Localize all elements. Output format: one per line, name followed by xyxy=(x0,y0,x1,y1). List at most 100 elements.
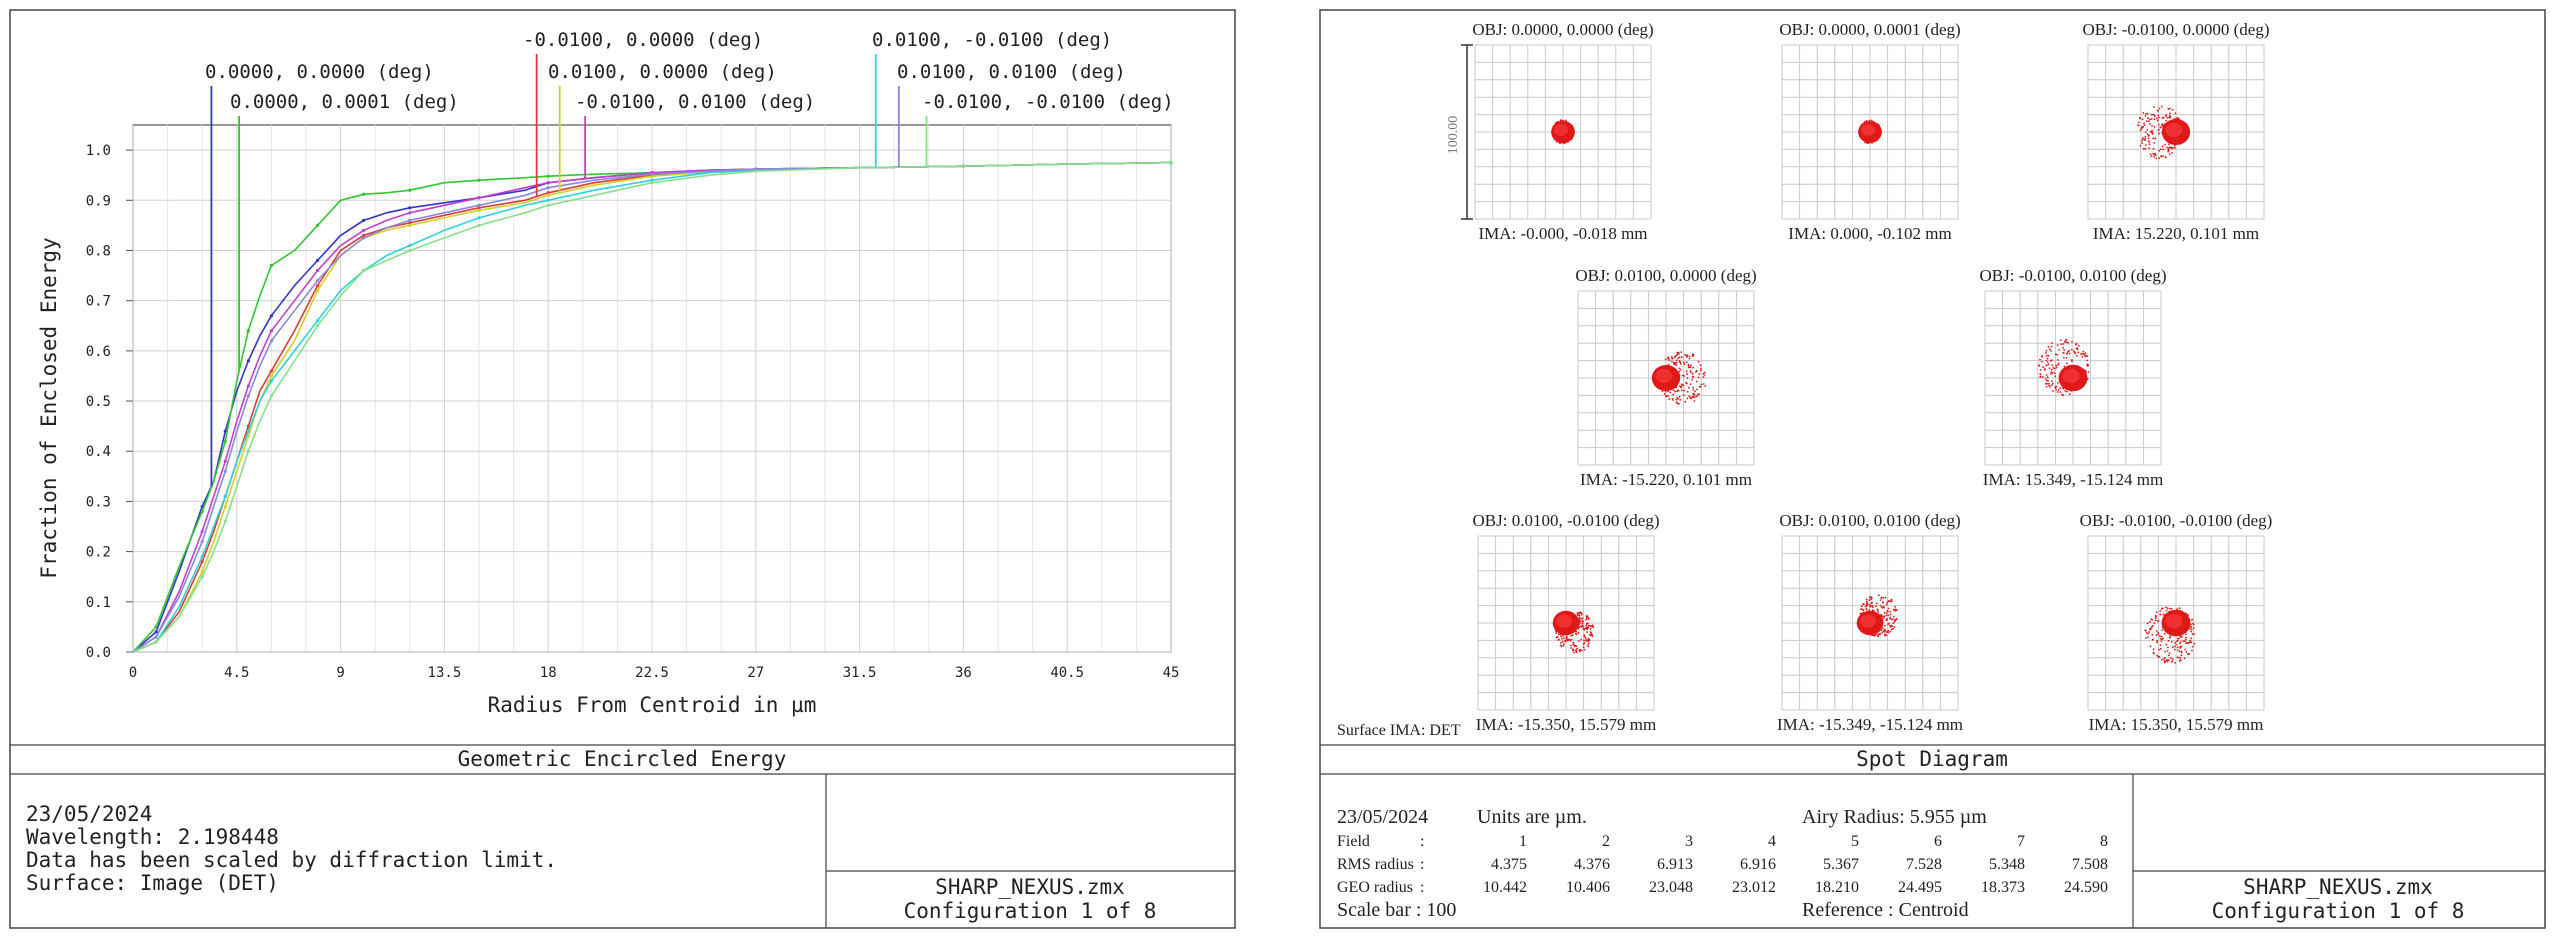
spot-ray-point xyxy=(1586,626,1589,629)
spot-ray-point xyxy=(2049,359,2052,362)
spot-ray-point xyxy=(1581,617,1584,619)
spot-ray-point xyxy=(1587,624,1590,627)
spot-ray-point xyxy=(1699,369,1702,372)
spot-ray-point xyxy=(2045,364,2048,367)
spot-ray-point xyxy=(2142,147,2145,150)
spot-ray-point xyxy=(1688,357,1691,360)
spot-ray-point xyxy=(1589,627,1592,630)
series-point xyxy=(246,329,250,333)
spot-ray-point xyxy=(1665,395,1667,398)
spot-ray-point xyxy=(2075,343,2077,346)
spot-ray-point xyxy=(2046,382,2048,385)
spot-ray-point xyxy=(2190,626,2193,629)
spot-ray-point xyxy=(2137,124,2139,127)
spot-ray-point xyxy=(2145,120,2148,123)
spot-ray-point xyxy=(2174,112,2177,115)
spot-ray-point xyxy=(2164,115,2167,118)
spot-ray-point xyxy=(2170,607,2173,610)
y-tick-label: 0.7 xyxy=(86,294,111,310)
spot-ray-point xyxy=(2161,105,2163,108)
spot-ray-point xyxy=(2059,391,2062,393)
spot-ray-point xyxy=(1680,386,1683,388)
x-tick-label: 36 xyxy=(955,665,972,681)
spot-ray-point xyxy=(2077,344,2080,347)
spot-ray-point xyxy=(1869,606,1871,608)
y-tick-label: 0.2 xyxy=(86,545,111,561)
spot-ray-point xyxy=(1892,622,1895,625)
series-point xyxy=(362,268,366,273)
spot-ray-point xyxy=(2141,118,2144,121)
spot-ray-point xyxy=(2189,639,2192,642)
spot-ray-point xyxy=(2167,646,2169,649)
spot-ray-point xyxy=(2063,357,2065,359)
spot-ray-point xyxy=(2184,640,2186,643)
spot-ray-point xyxy=(1682,361,1685,364)
spot-ray-point xyxy=(2157,129,2160,132)
series-line-8 xyxy=(132,161,1172,653)
spot-ray-point xyxy=(2082,350,2085,353)
spot-ray-point xyxy=(1557,639,1560,641)
spot-ray-point xyxy=(2045,374,2048,376)
spot-ray-point xyxy=(2148,120,2150,123)
spot-ray-point xyxy=(2045,386,2048,388)
spot-ray-point xyxy=(1696,395,1698,398)
spot-ray-point xyxy=(2045,352,2047,354)
spot-ray-point xyxy=(1673,361,1675,364)
spot-ray-point xyxy=(2153,125,2156,128)
y-tick-label: 0.4 xyxy=(86,444,111,460)
spot-ray-point xyxy=(2047,363,2050,366)
spot-ray-point xyxy=(2053,372,2056,374)
spot-ray-point xyxy=(2185,636,2188,639)
spot-ray-point xyxy=(1699,364,1702,367)
spot-ima-label: IMA: -15.350, 15.579 mm xyxy=(1476,715,1656,734)
spot-ray-point xyxy=(1695,371,1697,373)
spot-ray-point xyxy=(1579,625,1582,628)
series-point xyxy=(223,439,227,443)
spot-ray-point xyxy=(1676,402,1679,405)
spot-core-highlight xyxy=(1860,614,1876,628)
spot-ray-point xyxy=(1575,648,1577,651)
spot-ray-point xyxy=(2162,155,2165,158)
series-point xyxy=(315,284,320,288)
spot-ray-point xyxy=(2158,132,2161,135)
spot-ray-point xyxy=(1576,613,1579,615)
spot-ray-point xyxy=(1678,402,1680,405)
spot-ray-point xyxy=(2045,354,2048,357)
spot-scale-bar-text: Scale bar : 100 xyxy=(1337,899,1456,921)
spot-surface-text: Surface IMA: DET xyxy=(1337,722,1461,739)
spot-ray-point xyxy=(1886,601,1889,604)
spot-ray-point xyxy=(2179,645,2182,648)
spot-ray-point xyxy=(2184,648,2187,651)
spot-ray-point xyxy=(1691,372,1694,375)
spot-ray-point xyxy=(2141,142,2143,145)
spot-ray-point xyxy=(1696,388,1698,391)
y-tick-label: 0.5 xyxy=(86,394,111,410)
spot-ray-point xyxy=(1893,626,1896,628)
spot-ray-point xyxy=(1874,605,1877,607)
spot-ray-point xyxy=(1881,631,1884,634)
spot-ray-point xyxy=(2178,607,2181,610)
spot-ray-point xyxy=(2084,352,2087,354)
spot-ray-point xyxy=(2169,636,2172,638)
spot-ray-point xyxy=(2047,354,2050,357)
spot-ray-point xyxy=(2152,648,2155,651)
spot-ray-point xyxy=(2161,607,2164,610)
spot-ray-point xyxy=(1881,615,1884,617)
spot-ray-point xyxy=(2176,116,2179,119)
spot-ray-point xyxy=(2050,349,2052,352)
spot-ray-point xyxy=(2060,343,2063,346)
chart-x-axis-label: Radius From Centroid in µm xyxy=(488,693,817,717)
series-point xyxy=(315,319,320,323)
spot-ray-point xyxy=(1680,383,1683,386)
series-point xyxy=(269,263,273,268)
spot-ray-point xyxy=(2086,359,2089,362)
spot-ray-point xyxy=(2166,659,2169,661)
spot-ray-point xyxy=(2151,132,2154,134)
spot-ray-point xyxy=(2146,133,2149,135)
spot-ray-point xyxy=(1887,607,1890,610)
spot-ray-point xyxy=(1592,626,1595,629)
spot-ray-point xyxy=(2167,108,2170,110)
spot-ray-point xyxy=(1578,640,1580,642)
spot-ray-point xyxy=(2144,115,2147,117)
spot-ray-point xyxy=(1886,630,1889,633)
